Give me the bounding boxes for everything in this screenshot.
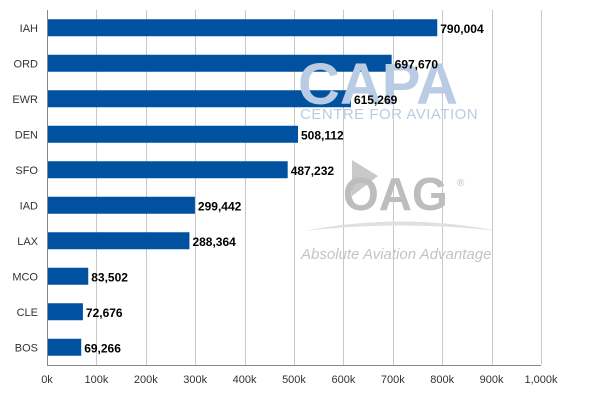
x-tick-label: 800k xyxy=(430,374,454,386)
x-axis: 0k 100k 200k 300k 400k 500k 600k 700k 800k 900k 1,… xyxy=(41,10,558,386)
bar xyxy=(48,125,299,143)
category-label: DEN xyxy=(15,129,38,141)
bar xyxy=(48,303,83,321)
data-label: 299,442 xyxy=(198,199,242,213)
x-tick-label: 200k xyxy=(134,374,158,386)
category-label: CLE xyxy=(17,307,38,319)
bar xyxy=(48,267,89,285)
category-label: SFO xyxy=(15,165,38,177)
bar xyxy=(48,90,351,108)
oag-registered-mark: ® xyxy=(457,178,465,189)
x-tick-label: 100k xyxy=(84,374,108,386)
data-label: 487,232 xyxy=(291,164,335,178)
data-label: 697,670 xyxy=(395,57,439,71)
x-tick-label: 700k xyxy=(381,374,405,386)
x-tick-label: 0k xyxy=(41,374,53,386)
data-label: 615,269 xyxy=(354,93,398,107)
data-label: 288,364 xyxy=(192,235,236,249)
category-label: IAH xyxy=(20,23,38,35)
bar xyxy=(48,54,392,72)
capa-watermark-subtitle: CENTRE FOR AVIATION xyxy=(300,106,478,123)
data-label: 83,502 xyxy=(91,270,128,284)
category-label: EWR xyxy=(12,94,38,106)
x-tick-label: 900k xyxy=(480,374,504,386)
x-tick-label: 400k xyxy=(233,374,257,386)
bar xyxy=(48,19,438,37)
oag-watermark: OAG xyxy=(343,168,448,220)
data-label: 69,266 xyxy=(84,341,121,355)
data-label: 790,004 xyxy=(440,22,484,36)
category-label: BOS xyxy=(15,342,38,354)
bar xyxy=(48,161,288,179)
bars xyxy=(48,19,438,356)
watermark: CAPA CENTRE FOR AVIATION OAG ® Absolute … xyxy=(298,52,498,263)
labels: IAH 790,004 ORD 697,670 EWR 615,269 DEN 508,112… xyxy=(12,22,484,356)
x-tick-label: 600k xyxy=(331,374,355,386)
data-label: 508,112 xyxy=(301,128,344,142)
bar xyxy=(48,338,82,356)
x-tick-label: 300k xyxy=(183,374,207,386)
category-label: LAX xyxy=(17,236,38,248)
oag-logo-icon: OAG ® xyxy=(304,160,498,231)
capa-watermark: CAPA xyxy=(298,52,458,117)
oag-watermark-subtitle: Absolute Aviation Advantage xyxy=(300,246,491,263)
category-label: IAD xyxy=(20,200,38,212)
data-label: 72,676 xyxy=(86,306,123,320)
category-label: MCO xyxy=(12,271,38,283)
bar xyxy=(48,232,190,250)
x-tick-label: 1,000k xyxy=(524,374,558,386)
x-tick-label: 500k xyxy=(282,374,306,386)
category-label: ORD xyxy=(14,58,39,70)
bar xyxy=(48,196,195,214)
